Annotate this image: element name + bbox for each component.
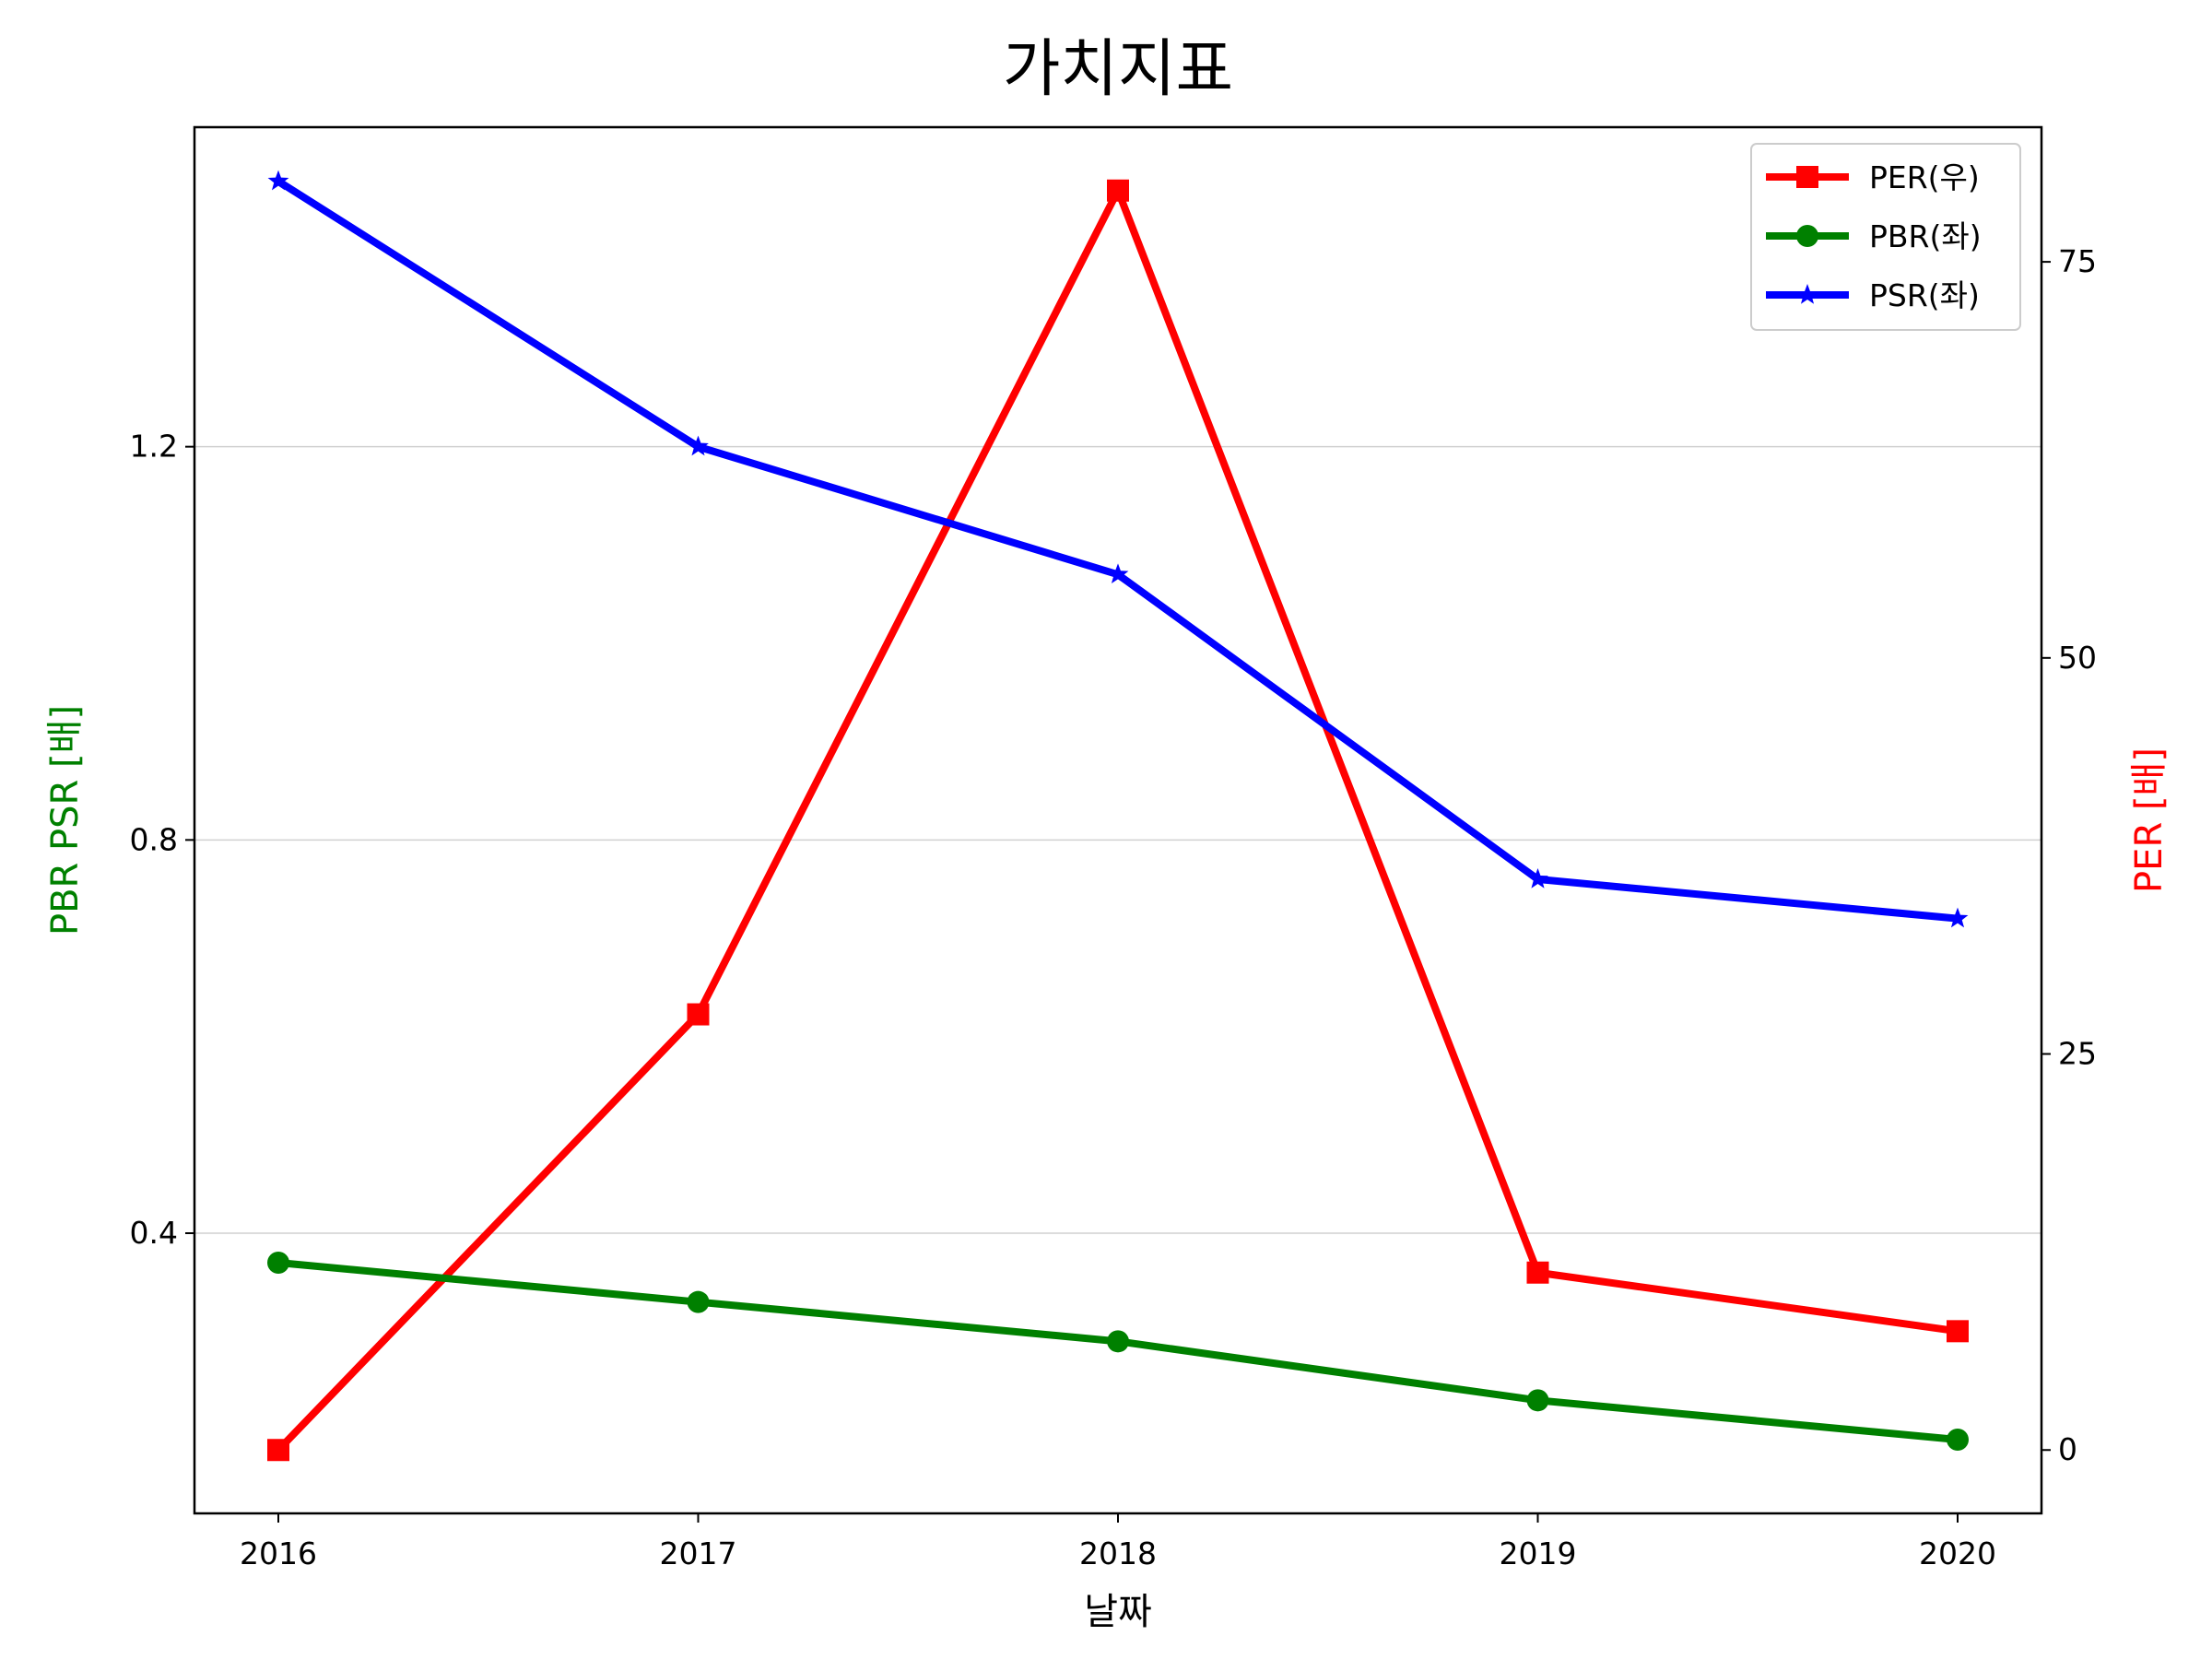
x-axis-label: 날짜 [1084, 1591, 1152, 1633]
series-2-point-4 [1947, 907, 1969, 928]
series-2-point-2 [1107, 563, 1129, 584]
series-1-point-1 [687, 1290, 710, 1313]
series-layer [267, 170, 1969, 1462]
y-left-tick-label: 0.8 [130, 821, 178, 857]
legend-swatch-marker [1796, 225, 1818, 247]
x-tick-label: 2019 [1500, 1535, 1577, 1571]
legend-label: PSR(좌) [1869, 277, 1980, 313]
series-0-point-1 [687, 1003, 710, 1026]
series-2-point-1 [688, 435, 709, 456]
series-1-point-0 [267, 1252, 289, 1274]
legend-swatch-marker [1796, 166, 1818, 188]
legend-label: PER(우) [1869, 159, 1980, 195]
series-0-point-0 [267, 1439, 289, 1462]
axes-layer: 0.4 0.8 1.2 0 25 50 75 2016 2017 2018 2019 2020 [130, 243, 2097, 1571]
legend: PER(우) PBR(좌) PSR(좌) [1750, 143, 2021, 331]
series-1-point-2 [1107, 1330, 1129, 1353]
legend-swatch-marker [1796, 284, 1818, 304]
x-tick-label: 2020 [1919, 1535, 1996, 1571]
series-2-point-3 [1527, 868, 1548, 888]
y-axis-right-label: PER [배] [2128, 747, 2171, 893]
series-2-point-0 [267, 170, 289, 191]
legend-box [1750, 143, 2021, 331]
legend-label: PBR(좌) [1869, 218, 1982, 254]
y-axis-left-label: PBR PSR [배] [44, 705, 87, 935]
y-right-tick-label: 50 [2058, 640, 2097, 676]
series-0-point-4 [1947, 1320, 1969, 1343]
y-right-tick-label: 75 [2058, 243, 2097, 279]
series-1-point-4 [1947, 1429, 1969, 1451]
x-tick-label: 2017 [660, 1535, 737, 1571]
y-left-tick-label: 1.2 [130, 429, 178, 465]
series-0-point-3 [1526, 1261, 1549, 1284]
series-0-point-2 [1107, 179, 1129, 202]
y-right-tick-label: 25 [2058, 1036, 2097, 1072]
gridlines [194, 445, 2041, 1234]
y-left-tick-label: 0.4 [130, 1215, 178, 1251]
chart-title: 가치지표 [1003, 33, 1233, 106]
x-tick-label: 2016 [240, 1535, 317, 1571]
x-tick-label: 2018 [1079, 1535, 1157, 1571]
series-1-point-3 [1526, 1389, 1549, 1412]
y-right-tick-label: 0 [2058, 1431, 2077, 1467]
